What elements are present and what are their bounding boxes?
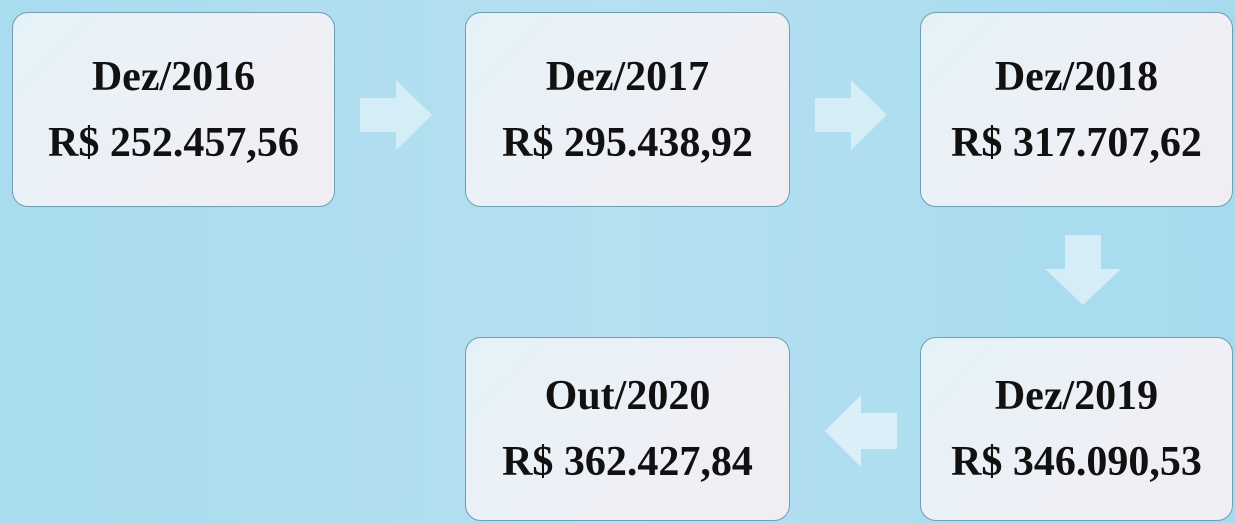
- node: Out/2020 R$ 362.427,84: [465, 337, 790, 521]
- arrow-down: [1045, 235, 1121, 305]
- arrow-right: [360, 80, 432, 150]
- node: Dez/2018 R$ 317.707,62: [920, 12, 1233, 207]
- node-label: Dez/2019: [994, 373, 1159, 419]
- node-value: R$ 346.090,53: [951, 439, 1202, 485]
- node-value: R$ 295.438,92: [502, 119, 753, 166]
- node-value: R$ 317.707,62: [951, 119, 1202, 166]
- node: Dez/2017 R$ 295.438,92: [465, 12, 790, 207]
- node-label: Dez/2017: [545, 53, 710, 100]
- arrow-right: [815, 80, 887, 150]
- node-value: R$ 252.457,56: [48, 119, 299, 166]
- node: Dez/2016 R$ 252.457,56: [12, 12, 335, 207]
- node-value: R$ 362.427,84: [502, 439, 753, 485]
- arrow-left: [825, 395, 897, 467]
- node-label: Out/2020: [544, 373, 711, 419]
- node-label: Dez/2018: [994, 53, 1159, 100]
- node-label: Dez/2016: [91, 53, 256, 100]
- node: Dez/2019 R$ 346.090,53: [920, 337, 1233, 521]
